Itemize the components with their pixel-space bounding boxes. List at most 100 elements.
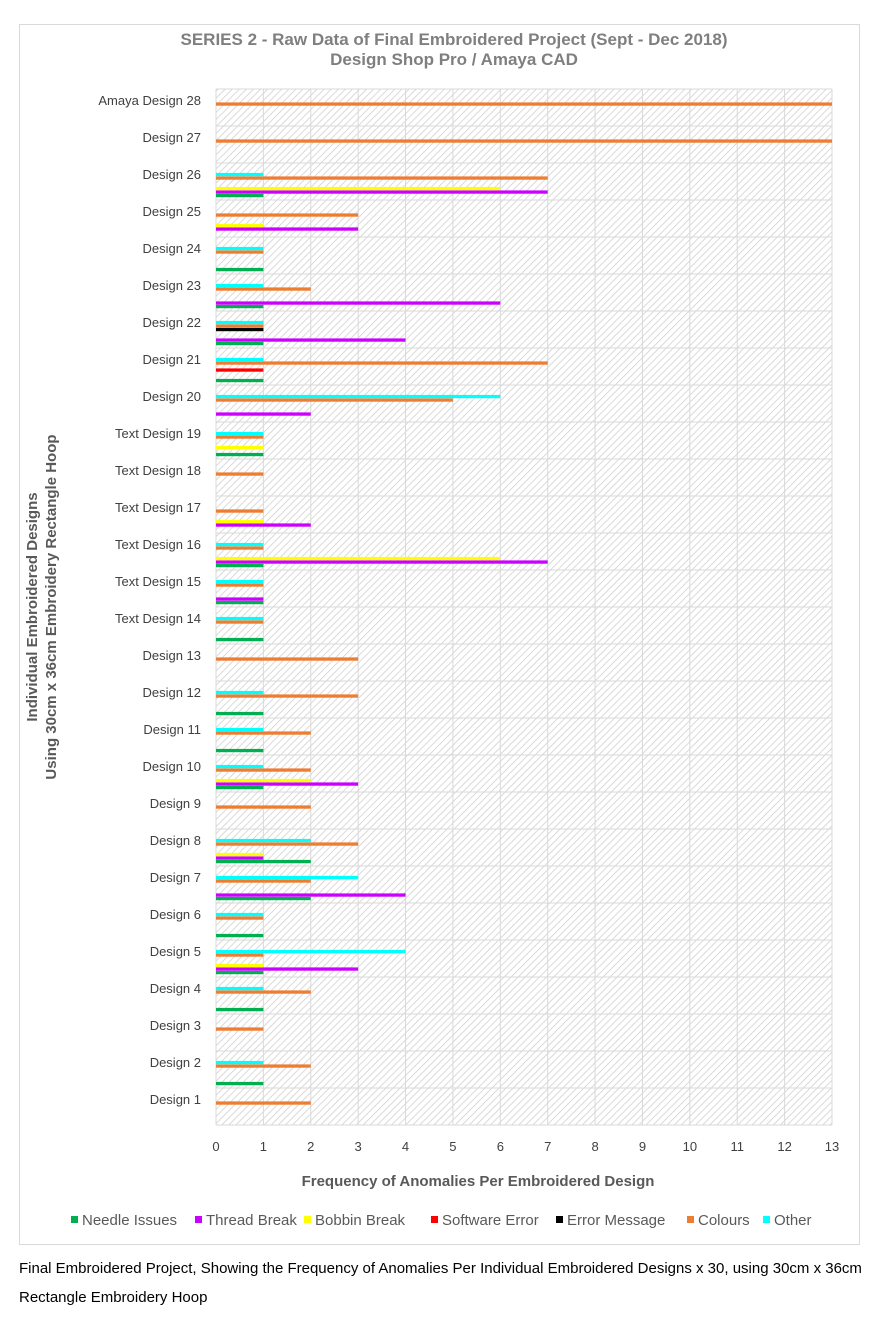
legend-label: Thread Break: [206, 1212, 297, 1229]
bars: [216, 102, 832, 1105]
bar-needle-issues: [216, 1007, 264, 1012]
bar-colours: [216, 509, 264, 513]
category-label: Text Design 17: [115, 500, 201, 515]
bar-software-error: [216, 368, 264, 372]
x-tick-label: 0: [212, 1139, 219, 1154]
bar-needle-issues: [216, 711, 264, 716]
bar-thread-break: [216, 523, 311, 527]
legend-swatch: [687, 1216, 694, 1223]
x-tick-label: 1: [260, 1139, 267, 1154]
bar-colours: [216, 1064, 311, 1068]
bar-other: [216, 246, 264, 251]
bar-colours: [216, 213, 359, 217]
x-tick-label: 10: [683, 1139, 697, 1154]
bar-colours: [216, 324, 264, 328]
category-label: Design 9: [150, 796, 201, 811]
bar-other: [216, 875, 359, 880]
bar-needle-issues: [216, 341, 264, 346]
bar-other: [216, 1060, 264, 1065]
bar-colours: [216, 768, 311, 772]
category-label: Design 24: [142, 241, 201, 256]
chart-frame: SERIES 2 - Raw Data of Final Embroidered…: [19, 24, 860, 1245]
legend-swatch: [71, 1216, 78, 1223]
category-label: Text Design 19: [115, 426, 201, 441]
bar-other: [216, 357, 264, 362]
category-label: Text Design 14: [115, 611, 201, 626]
category-label: Design 27: [142, 130, 201, 145]
x-tick-labels: 0 1 2 3 4 5 6 7 8 9 10 11 12 13: [212, 1139, 839, 1154]
bar-needle-issues: [216, 1081, 264, 1086]
bar-colours: [216, 657, 359, 661]
bar-colours: [216, 435, 264, 439]
category-label: Design 26: [142, 167, 201, 182]
bar-other: [216, 431, 264, 436]
bar-other: [216, 690, 264, 695]
bar-colours: [216, 879, 311, 883]
bar-other: [216, 764, 264, 769]
bar-colours: [216, 990, 311, 994]
bar-needle-issues: [216, 600, 264, 605]
category-labels: Design 1 Design 2 Design 3 Design 4 Design 5…: [98, 93, 201, 1107]
legend-label: Bobbin Break: [315, 1212, 406, 1229]
bar-needle-issues: [216, 452, 264, 457]
bar-colours: [216, 731, 311, 735]
bar-thread-break: [216, 560, 548, 564]
bar-needle-issues: [216, 970, 264, 975]
bar-colours: [216, 1027, 264, 1031]
legend-swatch: [431, 1216, 438, 1223]
bar-other: [216, 727, 264, 732]
legend-label: Other: [774, 1212, 812, 1229]
category-label: Design 3: [150, 1018, 201, 1033]
category-label: Design 6: [150, 907, 201, 922]
category-label: Amaya Design 28: [98, 93, 201, 108]
bar-needle-issues: [216, 896, 311, 901]
bar-colours: [216, 583, 264, 587]
x-tick-label: 5: [449, 1139, 456, 1154]
figure-caption: Final Embroidered Project, Showing the F…: [19, 1260, 862, 1306]
category-label: Design 5: [150, 944, 201, 959]
x-axis-title: Frequency of Anomalies Per Embroidered D…: [302, 1173, 655, 1190]
bar-needle-issues: [216, 304, 264, 309]
bar-other: [216, 616, 264, 621]
bar-thread-break: [216, 190, 548, 194]
category-label: Design 11: [143, 722, 201, 737]
legend-swatch: [763, 1216, 770, 1223]
bar-colours: [216, 361, 548, 365]
x-tick-label: 2: [307, 1139, 314, 1154]
bar-thread-break: [216, 782, 359, 786]
x-tick-label: 3: [355, 1139, 362, 1154]
bar-thread-break: [216, 301, 501, 305]
bar-colours: [216, 472, 264, 476]
bar-other: [216, 320, 264, 325]
x-tick-label: 9: [639, 1139, 646, 1154]
chart-title: SERIES 2 - Raw Data of Final Embroidered…: [181, 30, 728, 49]
gridlines: [215, 88, 833, 1126]
category-label: Design 2: [150, 1055, 201, 1070]
bar-colours: [216, 916, 264, 920]
bar-bobbin-break: [216, 186, 501, 191]
bar-colours: [216, 953, 264, 957]
bar-colours: [216, 250, 264, 254]
x-tick-label: 8: [591, 1139, 598, 1154]
bar-other: [216, 579, 264, 584]
x-tick-label: 13: [825, 1139, 839, 1154]
chart-svg: SERIES 2 - Raw Data of Final Embroidered…: [24, 30, 839, 1229]
bar-other: [216, 172, 264, 177]
bar-other: [216, 542, 264, 547]
category-label: Design 21: [142, 352, 201, 367]
bar-bobbin-break: [216, 223, 264, 228]
bar-needle-issues: [216, 378, 264, 383]
bar-colours: [216, 1101, 311, 1105]
category-label: Design 12: [142, 685, 201, 700]
x-tick-label: 7: [544, 1139, 551, 1154]
bar-colours: [216, 102, 832, 106]
bar-bobbin-break: [216, 519, 264, 524]
bar-needle-issues: [216, 637, 264, 642]
category-label: Design 13: [142, 648, 201, 663]
bar-needle-issues: [216, 193, 264, 198]
category-label: Text Design 15: [115, 574, 201, 589]
bar-thread-break: [216, 597, 264, 601]
bar-colours: [216, 842, 359, 846]
bar-thread-break: [216, 338, 406, 342]
y-axis-title-line2: Using 30cm x 36cm Embroidery Rectangle H…: [43, 434, 60, 779]
